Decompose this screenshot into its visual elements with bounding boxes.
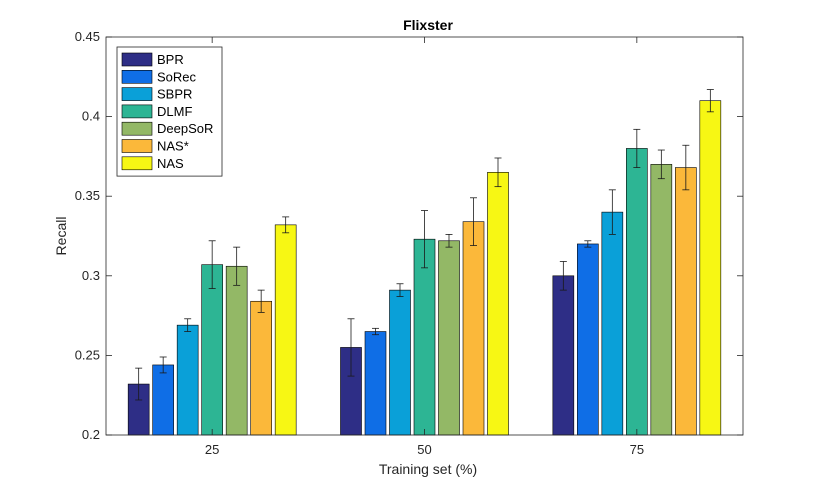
errorbar-sbpr-25 <box>184 318 192 332</box>
bars-group <box>127 100 722 436</box>
legend-item: DeepSoR <box>121 121 213 136</box>
bar-nas-25 <box>274 224 297 436</box>
legend: BPR SoRec SBPR DLMF DeepSoR NAS* NAS <box>116 46 223 177</box>
bar-nas-75 <box>699 100 722 436</box>
errorbar-sorec-50 <box>372 327 379 336</box>
errorbar-deepsor-50 <box>445 234 453 248</box>
bar-nas-50 <box>487 172 509 436</box>
errorbar-dlmf-75 <box>633 128 641 168</box>
x-tick-label: 75 <box>630 442 644 457</box>
bar-nas-25 <box>250 300 272 436</box>
y-axis-label: Recall <box>53 217 69 256</box>
legend-item: DLMF <box>121 104 192 119</box>
errorbar-nas-50 <box>470 197 477 246</box>
errorbar-dlmf-25 <box>208 240 216 289</box>
errorbar-nas-25 <box>282 216 290 234</box>
legend-swatch <box>121 70 153 84</box>
errorbar-bpr-25 <box>135 367 143 401</box>
errorbar-nas-75 <box>706 89 714 113</box>
x-tick-label: 50 <box>417 442 431 457</box>
legend-label: DeepSoR <box>157 121 213 136</box>
legend-item: NAS <box>121 156 184 171</box>
errorbar-nas-75 <box>682 144 690 191</box>
legend-label: DLMF <box>157 104 192 119</box>
ticks-group: 0.2 0.25 0.3 0.35 0.4 0.45 25 50 75 <box>75 29 743 457</box>
x-tick-label: 25 <box>205 442 219 457</box>
errorbar-bpr-75 <box>559 261 567 291</box>
bar-sorec-25 <box>152 364 174 436</box>
bar-sbpr-75 <box>601 211 624 436</box>
y-tick-label: 0.45 <box>75 29 100 44</box>
errorbar-dlmf-50 <box>421 210 428 269</box>
y-tick-label: 0.2 <box>82 427 100 442</box>
legend-swatch <box>121 156 153 171</box>
errorbar-bpr-50 <box>347 318 355 377</box>
legend-swatch <box>121 139 153 153</box>
bar-nas-50 <box>462 221 485 436</box>
legend-item: SoRec <box>121 69 197 84</box>
legend-item: NAS* <box>121 139 189 154</box>
legend-swatch <box>121 121 153 136</box>
legend-label: NAS* <box>157 139 189 154</box>
chart-title: Flixster <box>403 17 453 33</box>
y-tick-label: 0.3 <box>82 268 100 283</box>
bar-sbpr-25 <box>176 324 199 436</box>
errorbar-sorec-75 <box>584 240 592 248</box>
errorbar-sorec-25 <box>159 356 167 374</box>
legend-label: SBPR <box>157 87 192 102</box>
bar-dlmf-25 <box>201 264 223 436</box>
errorbar-sbpr-75 <box>608 189 616 235</box>
legend-label: BPR <box>157 52 184 67</box>
bar-bpr-75 <box>552 275 575 436</box>
bar-deepsor-50 <box>438 240 460 436</box>
errorbar-nas-25 <box>257 289 265 313</box>
bar-deepsor-75 <box>650 164 673 436</box>
legend-label: SoRec <box>157 69 197 84</box>
legend-swatch <box>121 52 153 67</box>
errorbar-sbpr-50 <box>396 283 404 297</box>
legend-swatch <box>121 87 153 101</box>
legend-item: SBPR <box>121 87 192 102</box>
y-tick-label: 0.25 <box>75 347 100 362</box>
bar-dlmf-50 <box>413 238 436 436</box>
y-tick-label: 0.35 <box>75 188 100 203</box>
errorbar-deepsor-75 <box>657 149 665 180</box>
legend-item: BPR <box>121 52 184 67</box>
bar-deepsor-25 <box>225 265 248 436</box>
bar-sbpr-50 <box>389 289 411 436</box>
errorbar-deepsor-25 <box>233 246 241 286</box>
bar-sorec-50 <box>364 331 387 436</box>
legend-label: NAS <box>157 156 184 171</box>
x-axis-label: Training set (%) <box>379 461 477 477</box>
errorbars-group <box>135 89 714 401</box>
bar-dlmf-75 <box>626 148 648 436</box>
y-tick-label: 0.4 <box>82 109 100 124</box>
errorbar-nas-50 <box>494 157 502 188</box>
bar-sorec-75 <box>577 243 599 436</box>
legend-swatch <box>121 104 153 119</box>
bar-nas-75 <box>675 167 697 436</box>
